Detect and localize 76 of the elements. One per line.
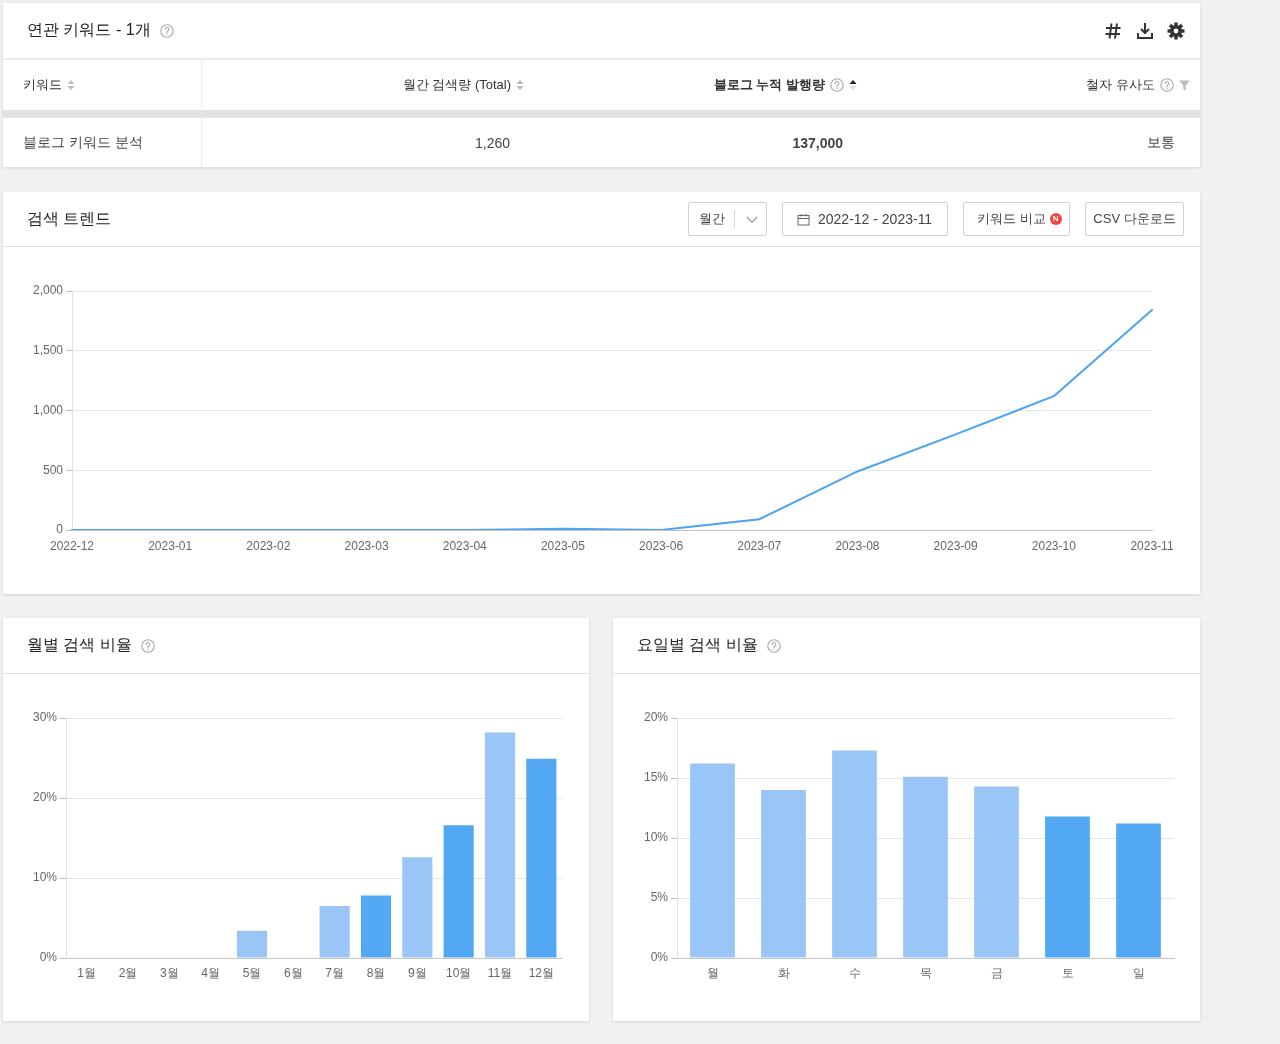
chart-title: 검색 트렌드: [27, 208, 112, 229]
bar: [690, 763, 735, 958]
x-tick-label: 2023-02: [246, 538, 291, 553]
x-tick-label: 5월: [242, 965, 262, 980]
y-tick-label: 1,000: [32, 402, 64, 417]
bar: [1116, 823, 1161, 958]
x-tick-label: 8월: [366, 965, 386, 980]
y-tick-label: 10%: [32, 870, 58, 885]
y-tick-label: 0%: [650, 950, 669, 965]
bar: [319, 906, 350, 958]
category-label: 키워드: [23, 76, 62, 94]
bar: [484, 732, 516, 958]
x-tick-label: 2023-10: [1031, 538, 1077, 553]
y-tick-label: 0%: [39, 950, 58, 965]
y-tick-label: 500: [42, 462, 64, 477]
y-tick-label: 30%: [32, 710, 58, 725]
category-label: 철자 유사도: [1086, 76, 1155, 94]
x-tick-label: 일: [1132, 965, 1145, 980]
x-tick-label: 2023-05: [540, 538, 586, 553]
text: 137,000: [792, 133, 843, 153]
x-tick-label: 2023-09: [933, 538, 978, 553]
new-badge: N: [1049, 213, 1062, 225]
x-tick-label: 2023-04: [442, 538, 488, 553]
category-label: 블로그 누적 발행량: [713, 76, 825, 94]
x-tick-label: 2023-03: [344, 538, 389, 553]
chart-title: 요일별 검색 비율: [637, 635, 758, 655]
x-tick-label: 수: [848, 965, 861, 980]
x-tick-label: 2023-11: [1130, 538, 1174, 553]
x-tick-label: 10월: [445, 965, 472, 980]
x-tick-label: 2023-06: [639, 538, 684, 553]
y-tick-label: 15%: [643, 770, 669, 785]
x-tick-label: 1월: [77, 965, 97, 980]
x-tick-label: 2월: [118, 965, 138, 980]
compare-button: 키워드 비교 N: [963, 202, 1070, 236]
x-tick-label: 2023-07: [737, 538, 782, 553]
x-tick-label: 3월: [159, 965, 179, 980]
x-tick-label: 월: [706, 965, 719, 980]
bar: [761, 790, 806, 958]
text: 보통: [1147, 132, 1175, 152]
x-tick-label: 2023-08: [835, 538, 880, 553]
bar: [236, 930, 268, 958]
x-tick-label: 6월: [283, 965, 303, 980]
x-tick-label: 토: [1061, 965, 1074, 980]
bar: [526, 758, 557, 958]
y-tick-label: 10%: [643, 830, 669, 845]
x-tick-label: 11월: [487, 965, 513, 980]
bar: [1045, 816, 1090, 958]
x-tick-label: 9월: [407, 965, 427, 980]
x-tick-label: 7월: [325, 965, 345, 980]
bar: [402, 857, 433, 958]
bar: [974, 786, 1019, 958]
y-tick-label: 20%: [32, 790, 58, 805]
text: 연관 키워드 - 1개: [27, 20, 151, 40]
y-tick-label: 1,500: [32, 343, 64, 358]
x-tick-label: 목: [919, 965, 932, 980]
period-dropdown: 월간: [688, 202, 767, 236]
x-tick-label: 2022-12: [49, 538, 95, 553]
bar: [903, 776, 948, 958]
bar: [360, 895, 392, 958]
chart-title: 월별 검색 비율: [27, 635, 132, 655]
text: 1,260: [474, 133, 510, 153]
text: 블로그 키워드 분석: [23, 132, 143, 152]
x-tick-label: 화: [777, 965, 790, 980]
x-tick-label: 12월: [528, 965, 555, 980]
x-tick-label: 4월: [201, 965, 221, 980]
y-tick-label: 20%: [643, 710, 669, 725]
bar: [443, 825, 474, 958]
x-tick-label: 2023-01: [148, 538, 193, 553]
x-tick-label: 금: [990, 965, 1003, 980]
bar: [832, 750, 877, 958]
category-label: 월간 검색량 (Total): [402, 76, 511, 94]
y-tick-label: 5%: [650, 890, 669, 905]
date-range-button: 2022-12 - 2023-11: [782, 202, 948, 236]
y-tick-label: 0: [56, 522, 64, 537]
csv-download-button: CSV 다운로드: [1085, 202, 1184, 236]
y-tick-label: 2,000: [32, 283, 64, 298]
